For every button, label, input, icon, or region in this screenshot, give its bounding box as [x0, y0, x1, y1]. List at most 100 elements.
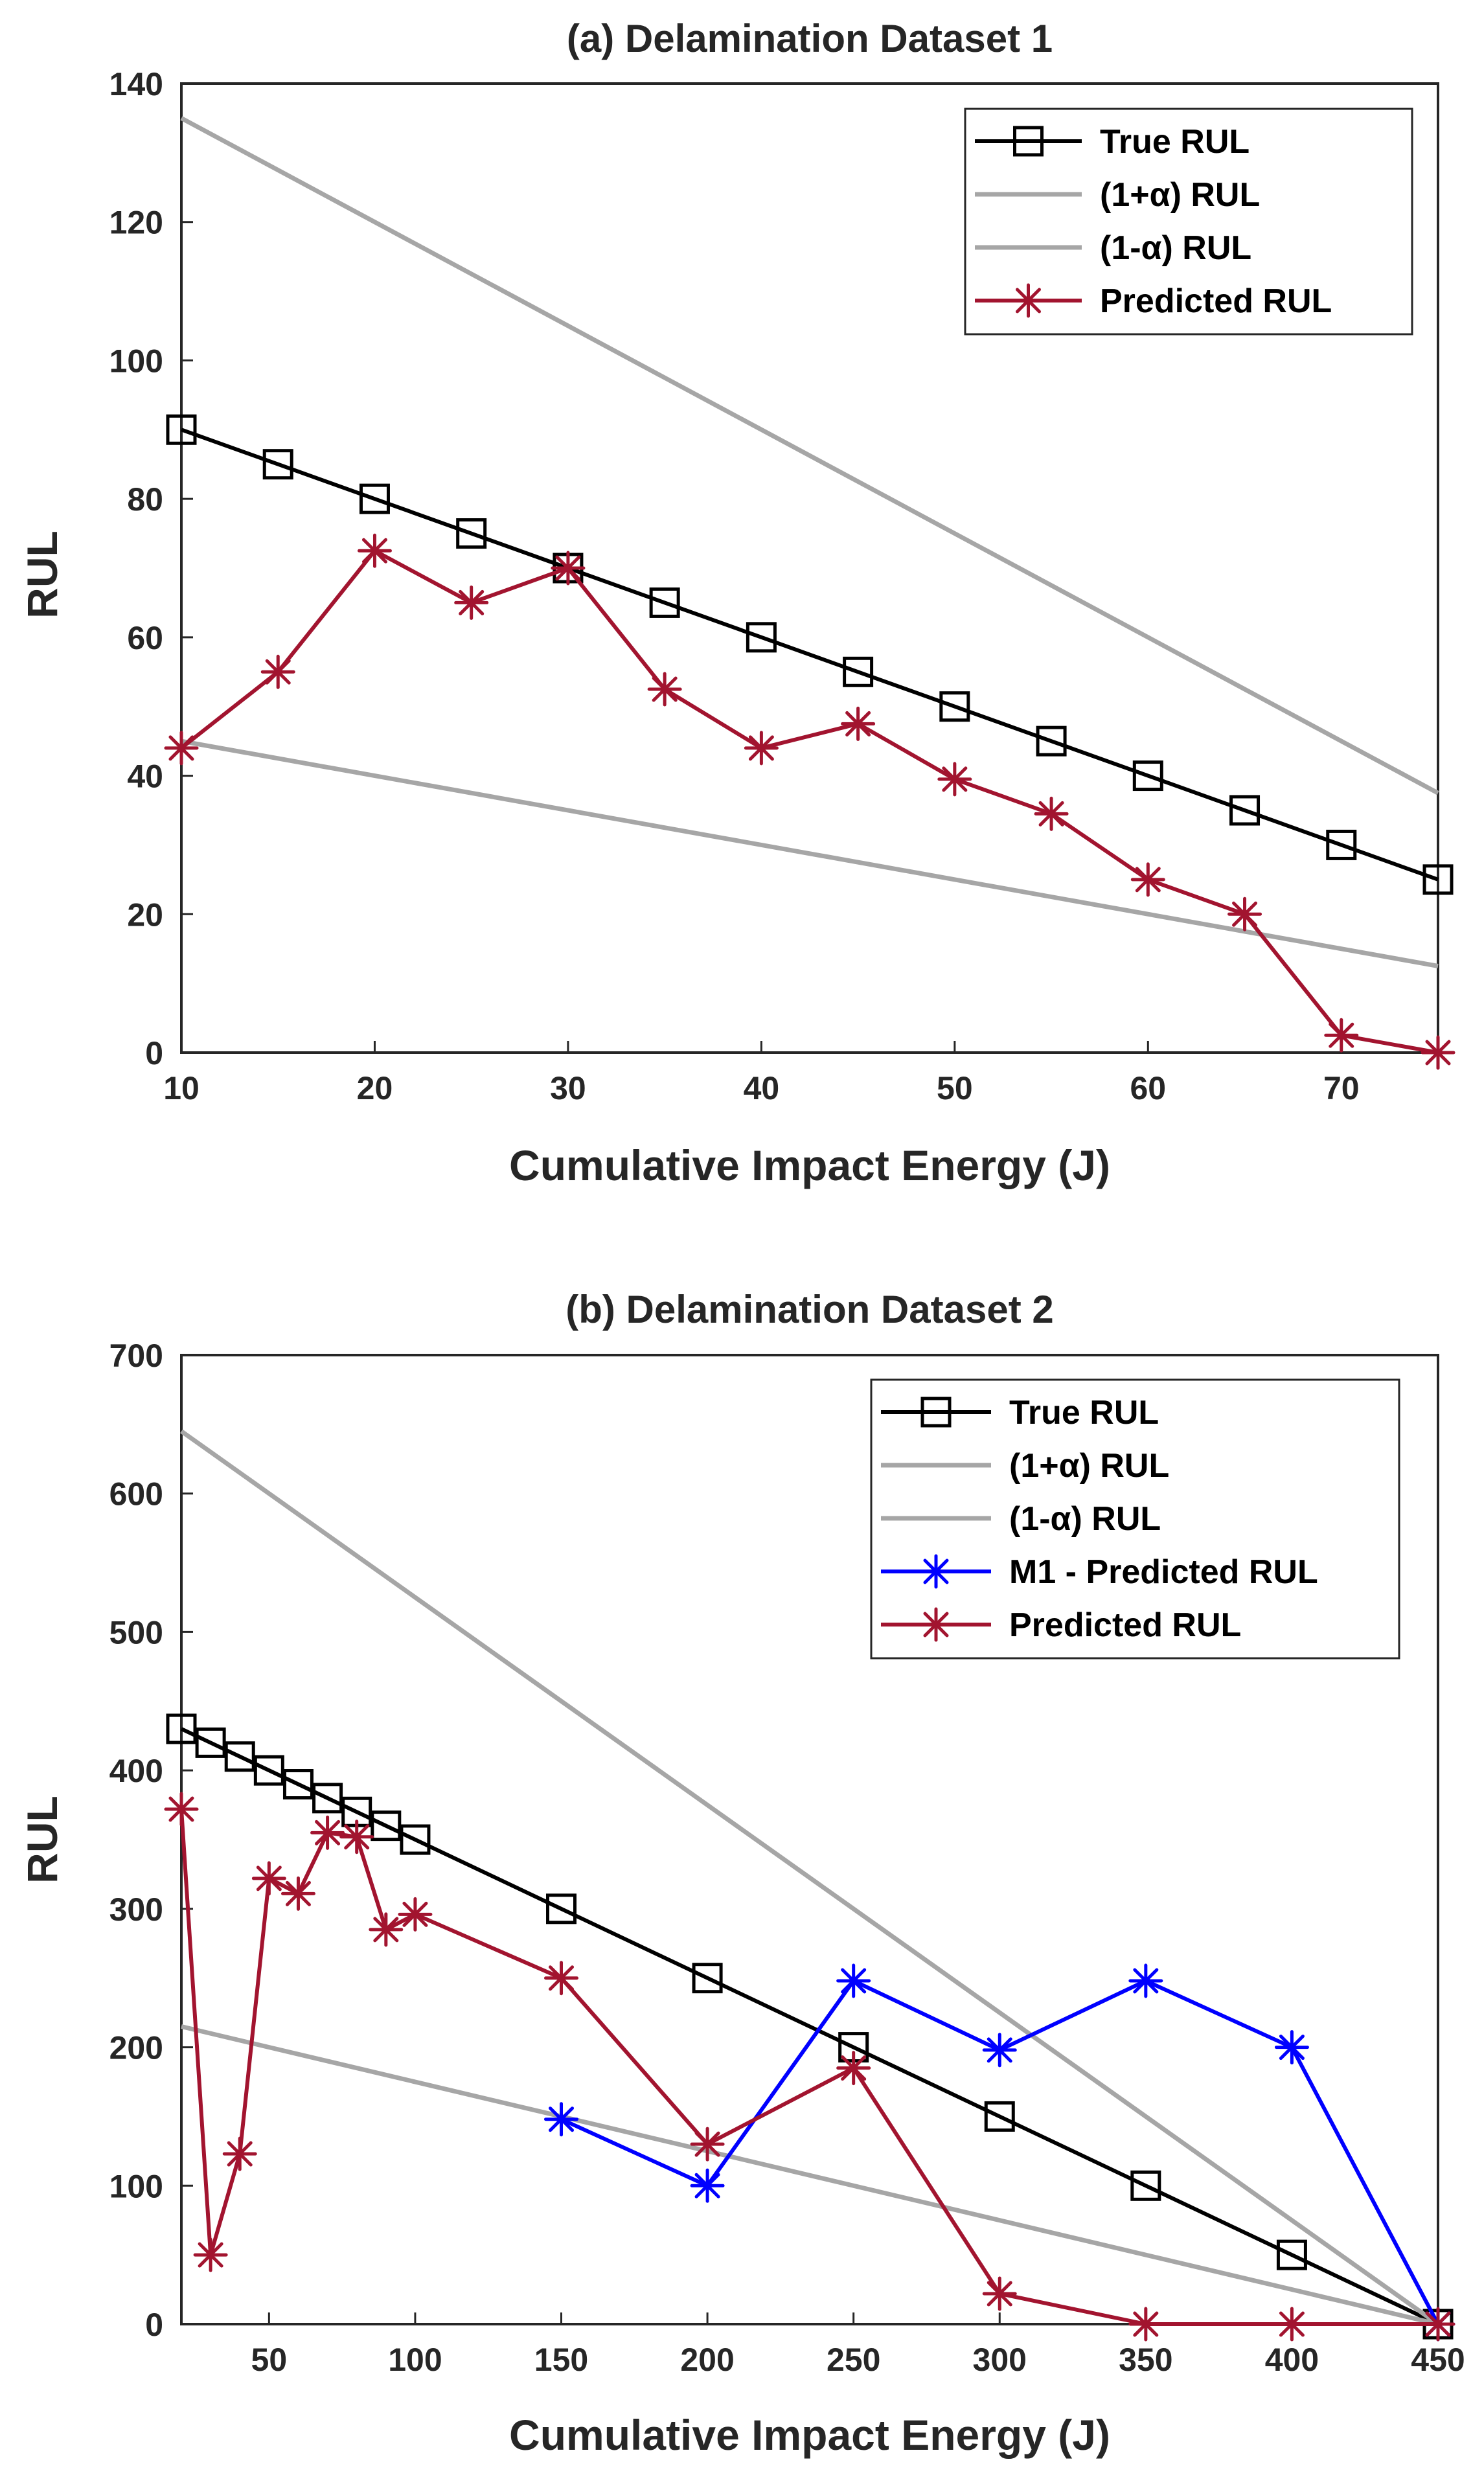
y-axis-label-a: RUL — [18, 531, 66, 619]
data-point-m1-predicted-rul-b — [1274, 2030, 1309, 2065]
data-point-true-rul-b — [166, 1713, 197, 1744]
y-tick-label-a: 0 — [145, 1035, 163, 1071]
data-point-predicted-rul-a — [841, 706, 876, 741]
data-point-predicted-rul-a — [744, 731, 779, 766]
series-line-m1-predicted-rul-b — [560, 1978, 1440, 2325]
data-point-predicted-rul-a — [164, 731, 199, 766]
data-point-predicted-rul-b — [836, 2051, 871, 2086]
legend-b: True RUL (1+α) RUL (1-α) RUL M1 - Predic… — [870, 1378, 1400, 1660]
data-point-predicted-rul-a — [1227, 896, 1262, 931]
data-point-true-rul-a — [939, 691, 970, 722]
data-point-true-rul-b — [224, 1741, 255, 1772]
series-line-predicted-rul-b — [179, 1809, 1438, 2326]
data-point-predicted-rul-b — [369, 1912, 404, 1947]
legend-marker-predicted-rul-a — [1011, 283, 1045, 318]
x-tick-label-a: 60 — [1130, 1070, 1166, 1106]
x-tick-label-b: 450 — [1411, 2342, 1465, 2378]
data-point-predicted-rul-a — [647, 672, 682, 707]
data-point-predicted-rul-b — [1421, 2307, 1455, 2342]
series-line-1-alpha-rul-b — [179, 1429, 1440, 2326]
data-point-true-rul-a — [649, 587, 680, 618]
legend-box-a — [964, 108, 1413, 336]
legend-marker-m1-predicted-rul-b — [919, 1554, 953, 1589]
plot-area-a — [180, 82, 1439, 1054]
data-point-predicted-rul-b — [310, 1815, 345, 1850]
y-tick-label-a: 120 — [109, 205, 163, 241]
x-tick-label-b: 200 — [680, 2342, 734, 2378]
data-point-m1-predicted-rul-b — [1128, 1963, 1163, 1998]
y-tick-label-b: 500 — [109, 1614, 163, 1650]
data-point-true-rul-a — [262, 449, 293, 480]
data-point-predicted-rul-a — [1034, 796, 1069, 831]
y-tick-label-a: 40 — [127, 759, 163, 795]
data-point-predicted-rul-b — [251, 1861, 286, 1896]
data-point-predicted-rul-b — [544, 1961, 579, 1996]
x-tick-label-a: 40 — [744, 1070, 780, 1106]
data-point-predicted-rul-b — [193, 2237, 228, 2272]
data-point-true-rul-a — [746, 622, 777, 653]
series-line-1-alpha-rul-b — [181, 2024, 1439, 2327]
legend-label-predicted-rul-a: Predicted RUL — [1100, 282, 1332, 320]
legend-marker-true-rul-a — [1013, 126, 1044, 157]
data-point-predicted-rul-a — [260, 654, 295, 689]
legend-a: True RUL (1+α) RUL (1-α) RUL Predicted R… — [964, 108, 1413, 336]
legend-label-lower-bound-b: (1-α) RUL — [1009, 1500, 1161, 1538]
series-line-true-rul-a — [180, 428, 1439, 882]
data-point-predicted-rul-b — [280, 1876, 315, 1911]
data-point-predicted-rul-b — [339, 1820, 374, 1855]
data-point-true-rul-a — [1036, 725, 1067, 757]
legend-marker-true-rul-b — [920, 1397, 952, 1428]
x-tick-label-b: 50 — [251, 2342, 288, 2378]
data-point-true-rul-a — [843, 656, 874, 687]
data-point-true-rul-b — [984, 2101, 1015, 2132]
x-tick-label-a: 70 — [1323, 1070, 1360, 1106]
data-point-true-rul-a — [166, 414, 197, 445]
data-point-m1-predicted-rul-b — [982, 2033, 1017, 2068]
data-point-true-rul-b — [400, 1824, 431, 1855]
x-tick-label-a: 10 — [163, 1070, 200, 1106]
legend-label-predicted-rul-b: Predicted RUL — [1009, 1606, 1241, 1644]
data-point-true-rul-b — [371, 1810, 402, 1842]
data-point-true-rul-a — [1132, 760, 1163, 792]
legend-label-upper-bound-a: (1+α) RUL — [1100, 176, 1260, 214]
y-tick-label-a: 60 — [127, 620, 163, 656]
legend-symbols-a — [975, 126, 1082, 318]
x-tick-label-b: 300 — [973, 2342, 1027, 2378]
data-point-true-rul-b — [546, 1893, 577, 1924]
data-point-predicted-rul-a — [357, 533, 392, 568]
series-line-predicted-rul-a — [180, 549, 1439, 1055]
data-point-true-rul-a — [1229, 795, 1261, 826]
data-point-true-rul-a — [359, 483, 390, 514]
tick-labels-a: 10 20 30 40 50 60 70 0 20 40 60 80 100 120 140 — [109, 66, 1360, 1106]
x-tick-label-b: 350 — [1119, 2342, 1172, 2378]
legend-label-upper-bound-b: (1+α) RUL — [1009, 1447, 1169, 1485]
chart-panel-b: (b) Delamination Dataset 2 Cumulative Im… — [18, 1288, 1465, 2459]
data-point-predicted-rul-b — [1274, 2307, 1309, 2342]
y-tick-label-a: 80 — [127, 481, 163, 518]
data-point-m1-predicted-rul-b — [544, 2102, 579, 2137]
x-tick-label-b: 150 — [534, 2342, 588, 2378]
x-axis-label-a: Cumulative Impact Energy (J) — [509, 1141, 1110, 1189]
x-tick-label-b: 250 — [827, 2342, 880, 2378]
legend-symbols-b — [881, 1397, 991, 1642]
y-tick-label-a: 100 — [109, 343, 163, 379]
y-tick-label-b: 200 — [109, 2030, 163, 2066]
x-tick-label-a: 30 — [550, 1070, 586, 1106]
y-tick-label-a: 20 — [127, 896, 163, 933]
series-line-1-alpha-rul-a — [181, 738, 1439, 968]
x-axis-label-b: Cumulative Impact Energy (J) — [509, 2411, 1110, 2459]
series-line-1-alpha-rul-a — [180, 116, 1439, 795]
data-point-m1-predicted-rul-b — [836, 1963, 871, 1998]
y-tick-label-b: 0 — [145, 2307, 163, 2343]
data-point-m1-predicted-rul-b — [690, 2168, 725, 2203]
data-point-predicted-rul-a — [1324, 1018, 1359, 1053]
x-tick-label-a: 20 — [357, 1070, 393, 1106]
data-point-true-rul-b — [282, 1769, 314, 1800]
chart-title-b: (b) Delamination Dataset 2 — [565, 1288, 1054, 1331]
plot-area-b — [180, 1354, 1439, 2325]
data-point-predicted-rul-a — [454, 585, 489, 620]
data-point-predicted-rul-b — [982, 2276, 1017, 2311]
legend-label-m1-predicted-rul-b: M1 - Predicted RUL — [1009, 1553, 1318, 1591]
plot-series-b — [164, 1429, 1455, 2342]
x-tick-label-b: 400 — [1265, 2342, 1319, 2378]
